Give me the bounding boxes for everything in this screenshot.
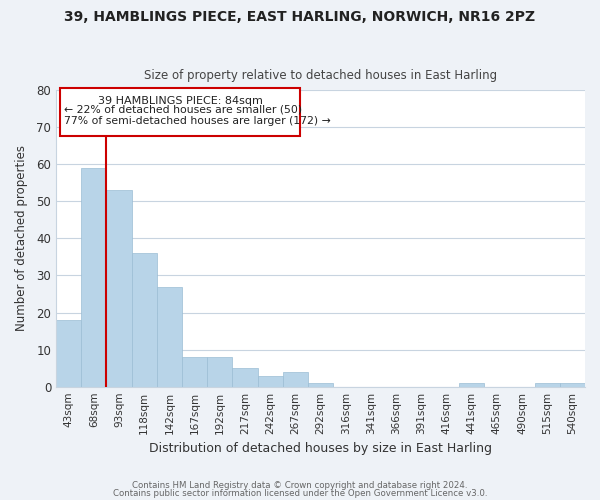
- Bar: [81, 168, 106, 386]
- Text: Contains public sector information licensed under the Open Government Licence v3: Contains public sector information licen…: [113, 488, 487, 498]
- Bar: [257, 376, 283, 386]
- Bar: [560, 383, 585, 386]
- Bar: [232, 368, 257, 386]
- Bar: [283, 372, 308, 386]
- Bar: [182, 357, 207, 386]
- Bar: [157, 286, 182, 386]
- Bar: [459, 383, 484, 386]
- Text: 77% of semi-detached houses are larger (172) →: 77% of semi-detached houses are larger (…: [64, 116, 331, 126]
- X-axis label: Distribution of detached houses by size in East Harling: Distribution of detached houses by size …: [149, 442, 492, 455]
- Y-axis label: Number of detached properties: Number of detached properties: [15, 146, 28, 332]
- Bar: [106, 190, 131, 386]
- Bar: [207, 357, 232, 386]
- Bar: [60, 88, 301, 136]
- Title: Size of property relative to detached houses in East Harling: Size of property relative to detached ho…: [144, 69, 497, 82]
- Text: ← 22% of detached houses are smaller (50): ← 22% of detached houses are smaller (50…: [64, 105, 302, 115]
- Bar: [131, 253, 157, 386]
- Text: 39 HAMBLINGS PIECE: 84sqm: 39 HAMBLINGS PIECE: 84sqm: [98, 96, 263, 106]
- Text: Contains HM Land Registry data © Crown copyright and database right 2024.: Contains HM Land Registry data © Crown c…: [132, 481, 468, 490]
- Bar: [56, 320, 81, 386]
- Bar: [308, 383, 333, 386]
- Text: 39, HAMBLINGS PIECE, EAST HARLING, NORWICH, NR16 2PZ: 39, HAMBLINGS PIECE, EAST HARLING, NORWI…: [64, 10, 536, 24]
- Bar: [535, 383, 560, 386]
